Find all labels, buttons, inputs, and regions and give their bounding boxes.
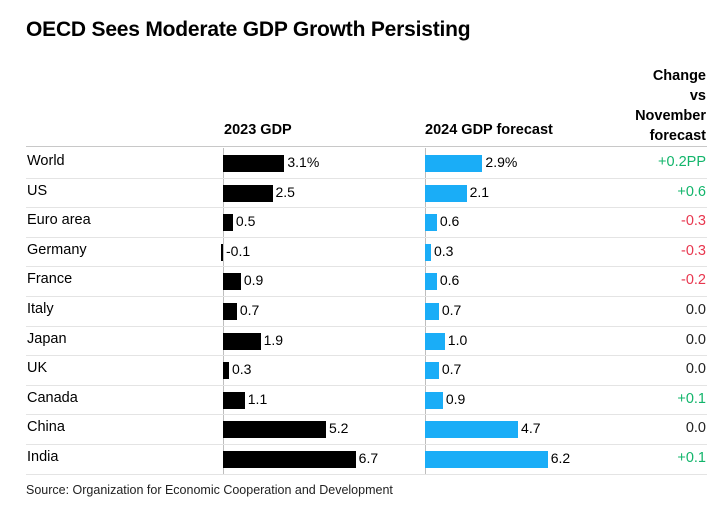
row-divider xyxy=(26,266,707,268)
bar-2023 xyxy=(223,184,273,202)
bar-2023 xyxy=(223,155,285,172)
table-row: World 3.1% 2.9% +0.2PP xyxy=(0,148,727,178)
table-row: Euro area 0.5 0.6 -0.3 xyxy=(0,207,727,237)
table-row: China 5.2 4.7 0.0 xyxy=(0,414,727,444)
country-label: France xyxy=(27,271,73,288)
change-value: +0.6 xyxy=(677,183,706,200)
table-row: Germany -0.1 0.3 -0.3 xyxy=(0,237,727,267)
value-label-2023: 2.5 xyxy=(275,183,295,200)
country-label: World xyxy=(27,153,65,169)
value-label-2024: 0.7 xyxy=(441,302,462,318)
value-label-2024: 0.6 xyxy=(439,272,460,289)
table-row: Italy 0.7 0.7 0.0 xyxy=(0,296,727,326)
value-label-2024: 0.7 xyxy=(441,361,462,378)
source-note: Source: Organization for Economic Cooper… xyxy=(26,483,393,497)
country-label: Euro area xyxy=(27,212,91,229)
table-row: UK 0.3 0.7 0.0 xyxy=(0,355,727,385)
country-label: US xyxy=(27,182,48,199)
table-row: France 0.9 0.6 -0.2 xyxy=(0,266,727,296)
country-label: Japan xyxy=(27,330,67,347)
change-value: +0.1 xyxy=(677,450,706,466)
bar-2024 xyxy=(425,332,445,350)
row-divider xyxy=(26,236,707,238)
bar-2024 xyxy=(425,214,437,232)
value-label-2023: 1.1 xyxy=(247,390,268,407)
row-divider xyxy=(26,325,707,327)
change-value: 0.0 xyxy=(685,361,706,378)
bar-2024 xyxy=(425,391,443,409)
value-label-2023: 0.9 xyxy=(243,272,264,289)
bar-2024 xyxy=(425,303,439,320)
value-label-2023: 5.2 xyxy=(328,420,349,437)
row-divider xyxy=(26,355,707,357)
change-value: -0.2 xyxy=(681,272,706,289)
table-row: Canada 1.1 0.9 +0.1 xyxy=(0,385,727,415)
value-label-2023: 0.7 xyxy=(239,302,260,318)
change-value: 0.0 xyxy=(685,302,706,318)
value-label-2024: 0.6 xyxy=(439,213,460,230)
bar-2023 xyxy=(223,391,245,409)
value-label-2024: 6.2 xyxy=(550,450,571,466)
country-label: Italy xyxy=(27,301,54,317)
table-row: India 6.7 6.2 +0.1 xyxy=(0,444,727,474)
bar-2023 xyxy=(223,421,326,439)
country-label: China xyxy=(27,419,65,436)
column-header-2023-gdp: 2023 GDP xyxy=(224,122,292,138)
country-label: UK xyxy=(27,360,48,377)
bar-2023 xyxy=(221,243,223,261)
column-header-change-vs-november: Change vs November forecast xyxy=(596,66,706,146)
row-divider xyxy=(26,444,707,445)
bar-2024 xyxy=(425,362,439,380)
change-value: -0.3 xyxy=(681,213,706,230)
change-value: +0.1 xyxy=(677,390,706,407)
table-bottom-rule xyxy=(26,473,707,475)
bar-2024 xyxy=(425,243,431,261)
row-divider xyxy=(26,207,707,209)
change-header-line: November xyxy=(635,108,706,124)
bar-2024 xyxy=(425,273,437,291)
change-header-line: forecast xyxy=(649,128,706,144)
value-label-2023: 3.1% xyxy=(287,154,320,170)
country-label: India xyxy=(27,449,59,465)
bar-2023 xyxy=(223,362,229,380)
value-label-2024: 0.3 xyxy=(433,242,454,259)
column-header-2024-gdp-forecast: 2024 GDP forecast xyxy=(425,122,553,138)
bar-2023 xyxy=(223,451,356,468)
row-divider xyxy=(26,177,707,179)
value-label-2024: 2.9% xyxy=(485,154,518,170)
bar-2024 xyxy=(425,184,467,202)
value-label-2023: 0.5 xyxy=(235,213,256,230)
change-value: +0.2PP xyxy=(658,154,706,170)
row-divider xyxy=(26,384,707,386)
bar-2023 xyxy=(223,273,241,291)
value-label-2024: 1.0 xyxy=(447,331,468,348)
chart-title: OECD Sees Moderate GDP Growth Persisting xyxy=(26,18,471,41)
bar-2023 xyxy=(223,214,233,232)
change-value: -0.3 xyxy=(681,242,706,259)
value-label-2023: -0.1 xyxy=(226,242,251,259)
bar-2023 xyxy=(223,332,261,350)
value-label-2024: 2.1 xyxy=(469,183,490,200)
bar-2023 xyxy=(223,303,237,320)
row-divider xyxy=(26,414,707,416)
table-row: Japan 1.9 1.0 0.0 xyxy=(0,326,727,356)
change-value: 0.0 xyxy=(685,331,706,348)
change-value: 0.0 xyxy=(685,420,706,437)
bar-2024 xyxy=(425,155,483,172)
value-label-2024: 0.9 xyxy=(445,390,466,407)
value-label-2024: 4.7 xyxy=(521,420,541,437)
value-label-2023: 6.7 xyxy=(358,450,379,466)
bar-2024 xyxy=(425,451,548,468)
bar-2024 xyxy=(425,421,519,439)
change-header-line: Change xyxy=(652,68,706,84)
change-header-line: vs xyxy=(689,88,706,104)
header-divider xyxy=(26,146,707,147)
row-divider xyxy=(26,296,707,297)
country-label: Germany xyxy=(27,241,87,258)
value-label-2023: 1.9 xyxy=(263,331,284,348)
country-label: Canada xyxy=(27,389,78,406)
table-row: US 2.5 2.1 +0.6 xyxy=(0,178,727,208)
value-label-2023: 0.3 xyxy=(231,361,252,378)
